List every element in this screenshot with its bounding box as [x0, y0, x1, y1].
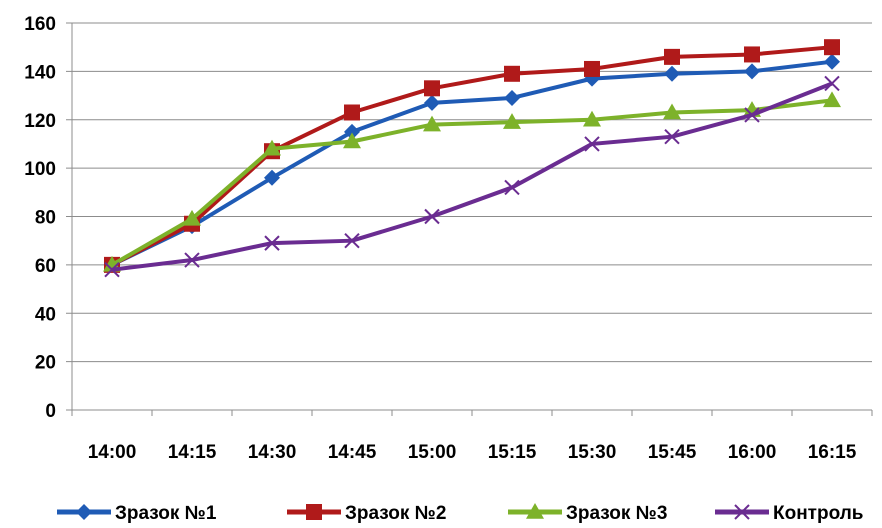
x-marker-stroke: [184, 252, 200, 268]
y-tick-label: 120: [24, 111, 56, 132]
data-point: [744, 63, 760, 80]
data-point: [344, 232, 360, 249]
data-point: [664, 48, 680, 65]
legend-item-3: Зразок №3: [508, 503, 667, 524]
series-group: [103, 39, 841, 278]
data-point: [503, 113, 521, 129]
series-line: [111, 59, 833, 267]
data-point: [264, 169, 280, 186]
legend-label: Зразок №3: [566, 503, 667, 524]
data-point: [584, 60, 600, 77]
data-point: [104, 262, 120, 278]
data-point: [583, 110, 601, 127]
y-tick-label: 40: [35, 304, 56, 325]
data-point: [504, 65, 520, 82]
legend-item-2: Зразок №2: [287, 503, 446, 524]
data-point: [824, 53, 840, 70]
y-tick-label: 80: [35, 208, 56, 229]
y-tick-label: 60: [35, 256, 56, 277]
x-tick-label: 14:15: [168, 442, 217, 463]
data-point: [423, 115, 441, 132]
y-axis-ticks: 0 20 40 60 80 100 120 140 160: [24, 14, 56, 422]
x-marker-stroke: [264, 235, 280, 251]
y-tick-label: 20: [35, 353, 56, 374]
data-point: [744, 46, 760, 63]
series-line: [111, 98, 833, 267]
data-point: [664, 65, 680, 82]
data-point: [663, 103, 681, 120]
x-marker-stroke: [664, 128, 680, 145]
data-point: [504, 89, 520, 106]
series-line: [111, 45, 833, 267]
legend-marker: [526, 503, 544, 519]
x-marker-stroke: [824, 75, 840, 92]
data-point: [824, 75, 840, 92]
legend-label: Контроль: [773, 503, 863, 524]
series-2: [104, 39, 840, 273]
legend-item-1: Зразок №1: [57, 503, 217, 524]
legend-marker: [76, 504, 92, 520]
y-tick-label: 0: [45, 401, 56, 422]
legend-marker: [734, 504, 750, 520]
y-tick-label: 160: [24, 14, 56, 35]
x-marker-stroke: [344, 232, 360, 249]
data-point: [343, 132, 361, 149]
x-marker-stroke: [504, 179, 520, 196]
x-marker-stroke: [104, 262, 120, 278]
data-point: [584, 136, 600, 152]
x-marker-stroke: [584, 136, 600, 152]
series-4: [104, 75, 840, 278]
legend-label: Зразок №1: [115, 503, 217, 524]
data-point: [744, 107, 760, 123]
x-tick-label: 15:45: [648, 442, 697, 463]
data-point: [823, 91, 841, 108]
axes: [66, 22, 873, 416]
x-tick-label: 16:15: [808, 442, 857, 463]
x-tick-label: 14:45: [328, 442, 377, 463]
data-point: [424, 208, 440, 225]
legend-marker: [306, 504, 322, 520]
x-marker-stroke: [744, 107, 760, 123]
x-tick-label: 14:30: [248, 442, 297, 463]
legend-label: Зразок №2: [345, 503, 446, 524]
data-point: [184, 252, 200, 268]
data-point: [344, 123, 360, 140]
y-tick-label: 140: [24, 62, 56, 83]
data-point: [424, 80, 440, 97]
x-tick-label: 15:15: [488, 442, 537, 463]
x-marker-stroke: [734, 504, 750, 520]
data-point: [183, 209, 201, 226]
data-point: [664, 128, 680, 145]
x-tick-label: 14:00: [88, 442, 137, 463]
series-line: [111, 81, 833, 272]
x-marker-stroke: [424, 208, 440, 225]
data-point: [504, 179, 520, 196]
x-axis-ticks: 14:00 14:15 14:30 14:45 15:00 15:15 15:30 15:45…: [88, 442, 857, 463]
legend-item-4: Контроль: [715, 503, 863, 524]
data-point: [824, 39, 840, 56]
legend: Зразок №1 Зразок №2 Зразок №3 Контроль: [57, 503, 863, 524]
x-tick-label: 15:30: [568, 442, 617, 463]
data-point: [263, 139, 281, 156]
data-point: [344, 104, 360, 121]
series-3: [103, 91, 841, 272]
y-tick-label: 100: [24, 159, 56, 180]
data-point: [424, 94, 440, 111]
x-tick-label: 16:00: [728, 442, 777, 463]
x-tick-label: 15:00: [408, 442, 457, 463]
data-point: [264, 235, 280, 251]
series-1: [104, 53, 840, 273]
